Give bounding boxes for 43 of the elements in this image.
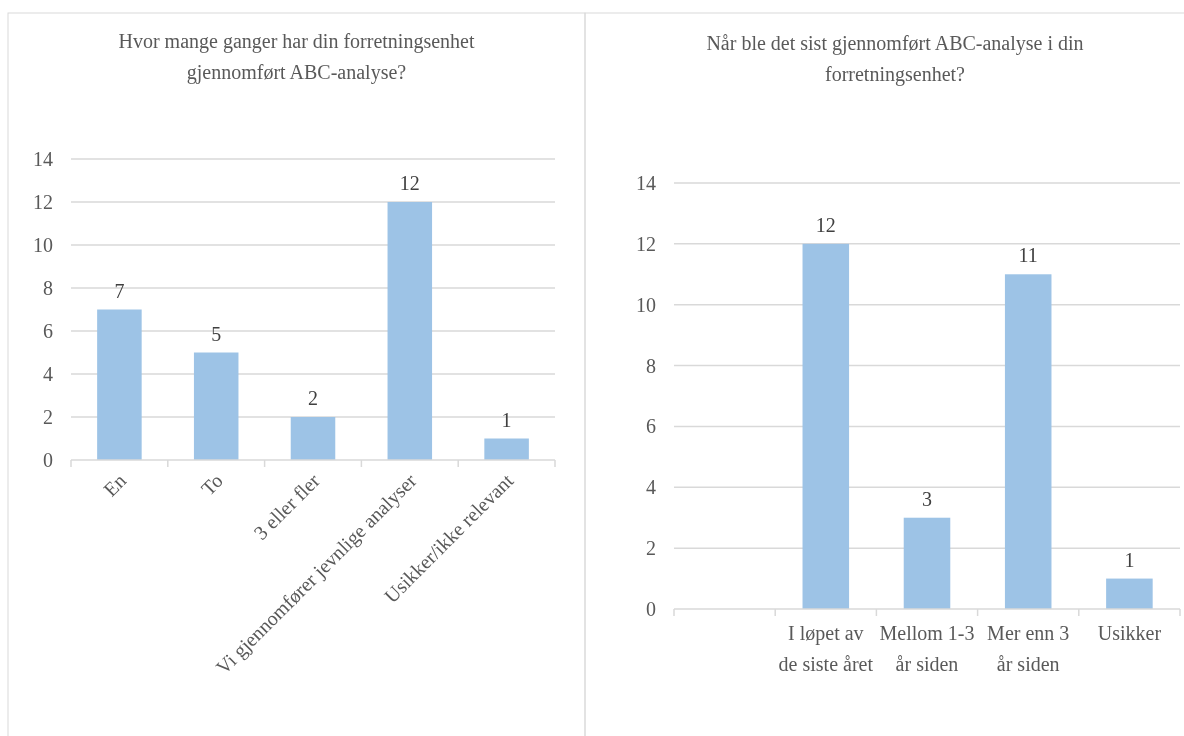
y-tick-label: 10 — [636, 293, 656, 316]
y-tick-label: 6 — [646, 415, 656, 438]
y-tick-label: 14 — [33, 148, 53, 170]
data-label: 2 — [308, 387, 318, 409]
data-label: 1 — [501, 408, 512, 431]
x-tick-label: En — [98, 469, 131, 501]
data-label: 11 — [1018, 244, 1038, 267]
data-label: 1 — [1124, 548, 1135, 571]
y-tick-label: 2 — [43, 406, 53, 428]
bar — [193, 352, 239, 460]
y-tick-label: 10 — [33, 234, 53, 256]
y-tick-label: 14 — [636, 172, 656, 194]
x-tick-label: 3 eller fler — [249, 469, 325, 544]
y-tick-label: 2 — [646, 537, 656, 560]
y-tick-label: 12 — [33, 191, 53, 213]
y-tick-label: 8 — [646, 354, 656, 377]
bar — [484, 438, 529, 460]
y-tick-label: 0 — [646, 598, 656, 620]
y-tick-label: 6 — [43, 320, 53, 342]
y-tick-label: 12 — [636, 232, 656, 255]
bar — [387, 202, 433, 460]
bar — [1004, 274, 1052, 609]
x-tick-label: Mellom 1-3 år siden — [879, 622, 975, 675]
x-tick-label: Mer enn 3 år siden — [987, 622, 1070, 675]
y-tick-label: 8 — [43, 277, 53, 299]
y-tick-label: 4 — [43, 363, 53, 385]
bar — [1106, 578, 1153, 609]
bar — [290, 417, 336, 460]
bar — [97, 309, 142, 460]
x-tick-label: Usikker — [1097, 622, 1162, 644]
data-label: 12 — [815, 213, 836, 236]
data-label: 3 — [922, 487, 932, 510]
y-tick-label: 0 — [43, 449, 53, 471]
data-label: 12 — [399, 172, 420, 194]
bar — [802, 243, 850, 609]
y-tick-label: 4 — [646, 476, 656, 499]
chart-title: Hvor mange ganger har din forretningsenhet gjennomført ABC-analyse? — [118, 30, 475, 84]
chart-title: Når ble det sist gjennomført ABC-analyse i din forretningsenhet? — [706, 32, 1084, 86]
data-label: 5 — [211, 322, 222, 345]
x-tick-label: I løpet av de siste året — [778, 622, 874, 675]
data-label: 7 — [114, 279, 125, 302]
x-tick-label: To — [196, 469, 228, 500]
bar — [903, 517, 951, 609]
